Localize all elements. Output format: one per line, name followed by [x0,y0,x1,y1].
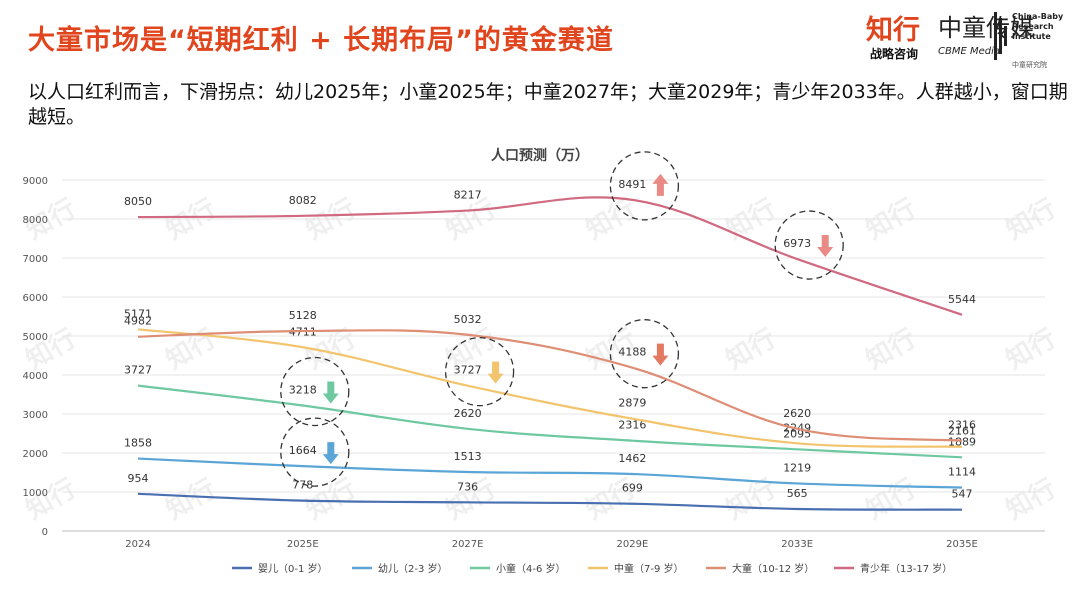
data-label: 5128 [289,309,317,322]
legend-label: 青少年（13-17 岁） [860,562,952,575]
y-tick-label: 4000 [23,371,48,382]
data-label: 736 [457,480,478,493]
institute-line: Institute [1012,32,1051,41]
series-line [137,329,963,442]
data-label: 5032 [454,313,482,326]
chart-title: 人口预测（万） [491,147,589,164]
highlight-circle [609,151,680,221]
legend-label: 小童（4-6 岁） [496,562,566,575]
data-label: 547 [952,488,973,501]
data-label: 2620 [454,407,482,420]
data-label: 2620 [783,407,811,420]
y-tick-label: 7000 [23,254,48,265]
x-tick-label: 2035E [946,539,978,550]
y-tick-label: 9000 [23,176,48,187]
x-tick-label: 2029E [617,539,649,550]
institute-line: China-Baby [1012,12,1064,21]
data-label: 1889 [948,435,976,448]
y-tick-label: 8000 [23,215,48,226]
highlight-circle [280,417,350,487]
data-label: 1462 [618,452,646,465]
page-subtitle: 以人口红利而言，下滑拐点：幼儿2025年；小童2025年；中童2027年；大童2… [28,81,1068,128]
brand-logo-sub: 战略咨询 [870,47,919,61]
data-label: 5544 [948,293,976,306]
data-label: 1114 [948,466,976,479]
institute-sub: 中童研究院 [1012,61,1047,69]
institute-logo-icon [994,12,1007,60]
arrow-down-icon [322,442,339,465]
brand-logo: 知行 [866,15,920,46]
data-label: 3727 [124,364,152,377]
arrow-down-icon [487,361,504,384]
institute-line: Research [1012,22,1054,31]
legend-label: 大童（10-12 岁） [732,562,814,575]
data-label: 699 [622,482,643,495]
data-label: 3727 [454,364,482,377]
highlight-circle [609,319,680,389]
data-label: 1219 [783,461,811,474]
data-label: 8050 [124,195,152,208]
data-label: 2879 [618,397,646,410]
legend-label: 中童（7-9 岁） [614,562,684,575]
y-tick-label: 3000 [23,410,48,421]
data-label: 2161 [948,425,976,438]
series-line [137,196,963,316]
data-label: 954 [128,472,149,485]
series-line [137,328,963,448]
logo-area: 知行 战略咨询 中童传媒 CBME Media China-Baby Resea… [866,8,1066,70]
data-label: 2316 [948,419,976,432]
data-label: 5171 [124,307,152,320]
data-label: 8491 [618,178,646,191]
series-line [137,384,963,459]
arrow-down-icon [652,343,669,366]
institute-name: China-Baby Research Institute [1012,12,1063,42]
data-label: 1664 [289,444,317,457]
data-label: 565 [787,487,808,500]
data-label: 1513 [454,450,482,463]
arrow-down-icon [322,381,339,404]
x-tick-label: 2027E [452,539,484,550]
x-tick-label: 2024 [125,539,150,550]
data-label: 3218 [289,383,317,396]
x-tick-label: 2033E [781,539,813,550]
partner-logo: 中童传媒 [938,14,1034,42]
y-tick-label: 2000 [23,449,48,460]
legend-label: 婴儿（0-1 岁） [258,562,328,575]
arrow-up-icon [652,173,669,196]
page-title: 大童市场是“短期红利 + 长期布局”的黄金赛道 [28,25,614,56]
population-line-chart: 人口预测（万） 0 1000 2000 3000 4000 5000 6000 7000 8000… [23,147,1045,575]
data-label: 6973 [783,237,811,250]
y-tick-label: 5000 [23,332,48,343]
y-tick-label: 1000 [23,488,48,499]
series-line [137,457,963,489]
data-label: 4982 [124,315,152,328]
highlight-circle [280,356,350,427]
y-tick-label: 0 [42,527,48,538]
series-line [137,492,963,511]
partner-logo-sub: CBME Media [938,46,1001,57]
data-label: 4188 [618,346,646,359]
data-label: 1858 [124,437,152,450]
legend-label: 幼儿（2-3 岁） [378,562,448,575]
highlight-circle [774,210,844,280]
data-label: 8082 [289,194,317,207]
data-label: 2316 [618,419,646,432]
y-tick-label: 6000 [23,293,48,304]
highlight-circle [444,336,515,407]
arrow-down-icon [817,235,834,258]
data-label: 8217 [454,189,482,202]
x-tick-label: 2025E [287,539,319,550]
